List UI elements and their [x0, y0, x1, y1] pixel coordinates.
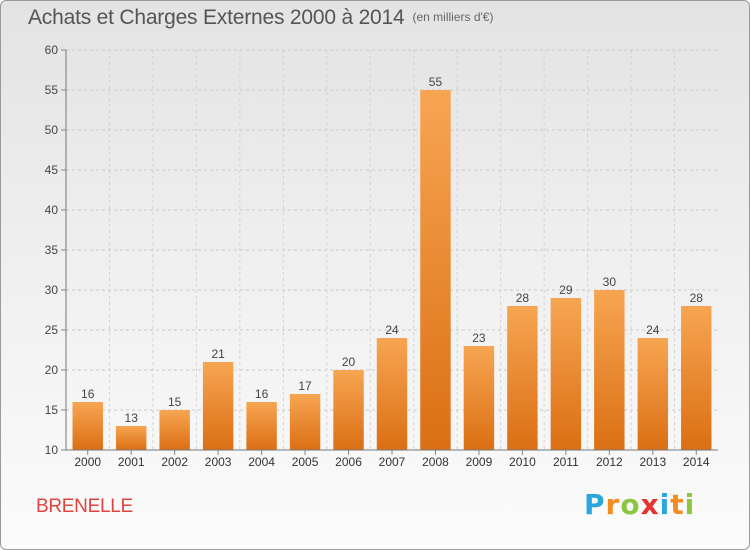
bar: [507, 306, 538, 450]
x-tick-label: 2000: [74, 455, 101, 469]
logo-letter: i: [684, 488, 696, 521]
x-tick-label: 2013: [639, 455, 666, 469]
y-tick-label: 60: [45, 43, 59, 57]
x-tick-label: 2006: [335, 455, 362, 469]
chart-title: Achats et Charges Externes 2000 à 2014 (e…: [28, 6, 493, 30]
logo-letter: o: [620, 488, 641, 521]
x-tick-label: 2005: [292, 455, 319, 469]
chart-subtitle: (en milliers d'€): [412, 10, 494, 24]
logo-letter: i: [659, 488, 671, 521]
data-label: 28: [516, 291, 530, 305]
x-tick-label: 2012: [596, 455, 623, 469]
x-tick-label: 2009: [466, 455, 493, 469]
y-tick-label: 25: [45, 323, 59, 337]
logo-letter: P: [584, 488, 606, 521]
data-label: 15: [168, 395, 182, 409]
x-tick-label: 2010: [509, 455, 536, 469]
logo-letter: x: [640, 488, 660, 521]
data-label: 23: [472, 331, 486, 345]
bar: [594, 290, 625, 450]
x-tick-label: 2004: [248, 455, 275, 469]
data-label: 55: [429, 75, 443, 89]
bar: [550, 298, 582, 450]
bar: [376, 338, 408, 450]
y-tick-label: 50: [45, 123, 59, 137]
y-tick-label: 15: [45, 403, 59, 417]
y-tick-label: 20: [45, 363, 59, 377]
bar: [681, 306, 712, 450]
y-tick-label: 45: [45, 163, 59, 177]
proxiti-logo: Proxiti: [584, 488, 695, 521]
data-label: 29: [559, 283, 573, 297]
data-label: 30: [603, 275, 617, 289]
x-tick-label: 2007: [379, 455, 406, 469]
y-tick-label: 35: [45, 243, 59, 257]
bar: [289, 394, 321, 450]
data-label: 20: [342, 355, 356, 369]
y-tick-label: 30: [45, 283, 59, 297]
logo-letter: r: [605, 488, 621, 521]
bar: [463, 346, 495, 450]
y-tick-label: 55: [45, 83, 59, 97]
bar: [420, 90, 451, 450]
bar: [202, 362, 234, 450]
chart-title-text: Achats et Charges Externes 2000 à 2014: [28, 6, 405, 29]
x-tick-label: 2001: [118, 455, 145, 469]
bar: [159, 410, 190, 450]
bar: [246, 402, 277, 450]
y-tick-label: 10: [45, 443, 59, 457]
x-tick-label: 2014: [683, 455, 710, 469]
bar: [115, 426, 147, 450]
data-label: 16: [81, 387, 95, 401]
data-label: 24: [385, 323, 399, 337]
y-tick-label: 40: [45, 203, 59, 217]
data-label: 21: [211, 347, 225, 361]
bar: [637, 338, 669, 450]
data-label: 24: [646, 323, 660, 337]
data-label: 16: [255, 387, 269, 401]
bar: [72, 402, 103, 450]
data-label: 13: [125, 411, 139, 425]
bar: [333, 370, 364, 450]
commune-name: BRENELLE: [36, 496, 133, 517]
logo-letter: t: [670, 488, 685, 521]
data-label: 17: [298, 379, 312, 393]
x-tick-label: 2011: [553, 455, 579, 469]
x-tick-label: 2002: [161, 455, 188, 469]
x-tick-label: 2003: [205, 455, 232, 469]
x-tick-label: 2008: [422, 455, 449, 469]
data-label: 28: [690, 291, 704, 305]
